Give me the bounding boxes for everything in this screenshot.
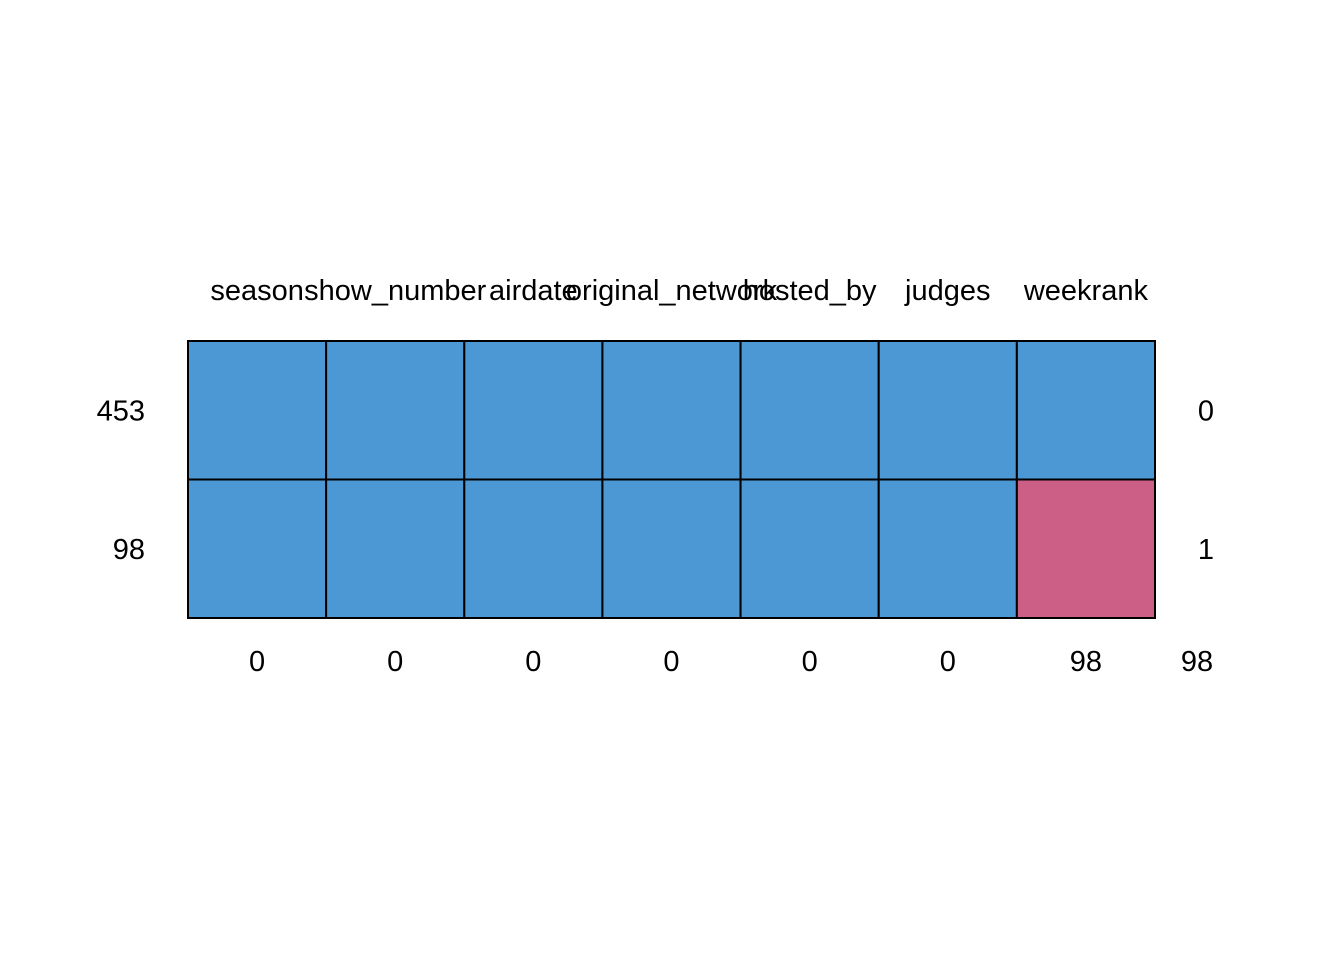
column-label-weekrank: weekrank bbox=[1023, 275, 1149, 307]
cell-r0-judges bbox=[877, 340, 1018, 481]
column-total-airdate: 0 bbox=[525, 646, 541, 678]
cell-r1-original_network bbox=[601, 478, 742, 619]
cell-r0-airdate bbox=[463, 340, 604, 481]
cell-r1-judges bbox=[877, 478, 1018, 619]
pattern-cells bbox=[187, 340, 1156, 619]
column-label-airdate: airdate bbox=[489, 275, 578, 307]
cell-r1-airdate bbox=[463, 478, 604, 619]
cell-r1-show_number bbox=[325, 478, 466, 619]
column-label-show_number: show_number bbox=[304, 275, 486, 307]
column-total-hosted_by: 0 bbox=[802, 646, 818, 678]
column-label-judges: judges bbox=[904, 275, 990, 307]
column-total-judges: 0 bbox=[940, 646, 956, 678]
cell-r0-weekrank bbox=[1015, 340, 1156, 481]
cell-r0-season bbox=[187, 340, 328, 481]
column-labels: season show_number airdateoriginal_network… bbox=[210, 275, 1148, 307]
column-label-season: season bbox=[210, 275, 304, 307]
row-missing-label: 0 bbox=[1198, 395, 1214, 427]
cell-r0-show_number bbox=[325, 340, 466, 481]
column-total-original_network: 0 bbox=[663, 646, 679, 678]
column-label-original_network: original_network bbox=[566, 275, 778, 307]
column-total-season: 0 bbox=[249, 646, 265, 678]
total-missing-label: 98 bbox=[1181, 646, 1213, 678]
row-count-labels: 453 98 bbox=[97, 395, 145, 566]
cell-r0-hosted_by bbox=[739, 340, 880, 481]
cell-r1-hosted_by bbox=[739, 478, 880, 619]
cell-r0-original_network bbox=[601, 340, 742, 481]
column-total-weekrank: 98 bbox=[1070, 646, 1102, 678]
row-count-label: 98 bbox=[113, 534, 145, 566]
column-label-hosted_by: hosted_by bbox=[743, 275, 877, 307]
cell-r1-season bbox=[187, 478, 328, 619]
column-total-show_number: 0 bbox=[387, 646, 403, 678]
cell-r1-weekrank bbox=[1015, 478, 1156, 619]
row-missing-label: 1 bbox=[1198, 534, 1214, 566]
column-total-labels: 0 0 0 0 0 0 98 bbox=[249, 646, 1102, 678]
row-missing-labels: 01 bbox=[1198, 395, 1214, 566]
row-count-label: 453 bbox=[97, 395, 145, 427]
